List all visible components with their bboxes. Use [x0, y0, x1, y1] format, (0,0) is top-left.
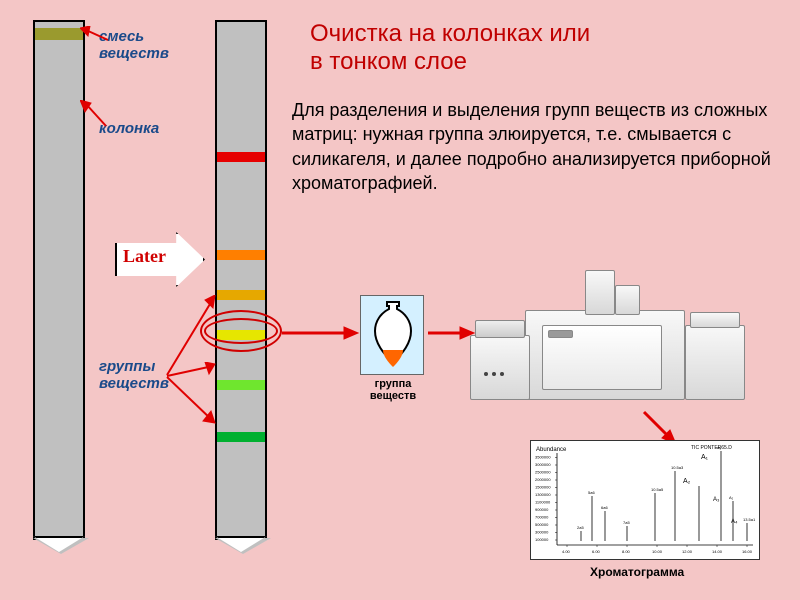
chrom-title: TIC PONTER65.D: [691, 445, 732, 451]
svg-text:7a5: 7a5: [623, 520, 630, 525]
svg-text:6.00: 6.00: [592, 549, 601, 554]
svg-text:10.00: 10.00: [652, 549, 663, 554]
svg-text:A₁: A₁: [717, 445, 722, 450]
svg-text:2500000: 2500000: [535, 470, 551, 475]
later-arrow: Later: [115, 232, 205, 287]
svg-text:A₄: A₄: [731, 519, 738, 525]
separation-band: [217, 152, 265, 162]
svg-text:10.5a3: 10.5a3: [671, 465, 684, 470]
svg-text:1500000: 1500000: [535, 485, 551, 490]
svg-text:2a5: 2a5: [577, 525, 584, 530]
svg-text:16.00: 16.00: [742, 549, 753, 554]
later-text: Later: [123, 246, 166, 267]
body-paragraph: Для разделения и выделения групп веществ…: [292, 98, 782, 195]
separation-band: [217, 290, 265, 300]
svg-text:6a6: 6a6: [601, 505, 608, 510]
label-mixture: смесь веществ: [99, 28, 179, 62]
svg-text:A₂: A₂: [683, 478, 691, 485]
chromatogram-panel: Abundance TIC PONTER65.D 100000 300000 500…: [530, 440, 760, 560]
svg-text:14.00: 14.00: [712, 549, 723, 554]
svg-text:500000: 500000: [535, 522, 549, 527]
svg-text:900000: 900000: [535, 507, 549, 512]
svg-text:700000: 700000: [535, 515, 549, 520]
svg-text:1300000: 1300000: [535, 492, 551, 497]
svg-text:1100000: 1100000: [535, 500, 551, 505]
svg-text:8.00: 8.00: [622, 549, 631, 554]
svg-text:3000000: 3000000: [535, 462, 551, 467]
column-tube-2: [215, 20, 267, 540]
arrow-column: [80, 100, 110, 130]
arrow-to-flask: [280, 326, 360, 340]
separation-band: [217, 432, 265, 442]
mixture-band: [35, 28, 83, 40]
flask-box: [360, 295, 424, 375]
svg-text:100000: 100000: [535, 537, 549, 542]
svg-text:A₁: A₁: [701, 454, 709, 461]
title-line2: в тонком слое: [310, 48, 467, 75]
svg-text:A₂: A₂: [729, 495, 734, 500]
svg-text:4.00: 4.00: [562, 549, 571, 554]
arrow-to-instrument: [426, 326, 476, 340]
svg-text:A₃: A₃: [713, 497, 720, 503]
svg-text:2000000: 2000000: [535, 477, 551, 482]
separation-band: [217, 250, 265, 260]
column-tube-1: [33, 20, 85, 540]
title-line1: Очистка на колонках или: [310, 20, 590, 47]
separation-band: [217, 380, 265, 390]
svg-text:13.5a1: 13.5a1: [743, 517, 756, 522]
flask-icon: [369, 300, 417, 372]
svg-text:5a6: 5a6: [588, 490, 595, 495]
flask-label: группа веществ: [356, 378, 430, 402]
slide-title: Очистка на колонках или в тонком слое: [310, 20, 780, 76]
chrom-ylabel: Abundance: [536, 447, 567, 453]
chromatogram-plot: Abundance TIC PONTER65.D 100000 300000 500…: [531, 441, 761, 561]
svg-text:3500000: 3500000: [535, 455, 551, 460]
svg-text:300000: 300000: [535, 530, 549, 535]
svg-text:12.00: 12.00: [682, 549, 693, 554]
svg-text:10.5a5: 10.5a5: [651, 487, 664, 492]
chromatogram-label: Хроматограмма: [590, 565, 684, 579]
gc-ms-instrument: [470, 270, 750, 410]
arrow-groups-3: [165, 373, 220, 428]
arrow-mixture: [80, 26, 110, 44]
